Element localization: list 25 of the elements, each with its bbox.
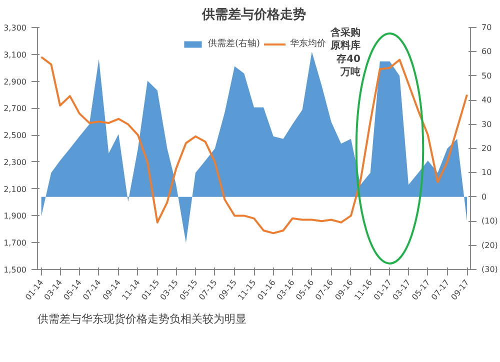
y-tick-label: 2,300: [4, 158, 27, 167]
y2-tick-label: 0: [482, 192, 487, 202]
y2-tick-label: 30: [482, 120, 492, 129]
y2-tick-label: 10: [482, 168, 492, 178]
y2-tick-label: (20): [482, 240, 498, 250]
y-tick-label: 1,700: [4, 238, 27, 248]
y-tick-label: 1,500: [4, 266, 27, 274]
y-tick-label: 2,900: [4, 77, 27, 86]
y2-tick-label: (30): [482, 265, 498, 274]
y-tick-label: 2,100: [4, 184, 27, 194]
y2-tick-label: 60: [482, 47, 492, 56]
legend-label: 华东均价: [290, 38, 326, 50]
y-tick-label: 3,300: [4, 24, 27, 32]
y-tick-label: 3,100: [4, 50, 27, 60]
y-tick-label: 1,900: [4, 212, 27, 221]
y2-tick-label: 20: [482, 144, 492, 153]
y2-tick-label: 50: [482, 71, 492, 80]
legend-label: 供需差(右轴): [208, 38, 260, 50]
y-tick-label: 2,700: [4, 104, 27, 114]
y2-tick-label: (10): [482, 216, 498, 226]
y-tick-label: 2,500: [4, 131, 27, 140]
text: 供需差与华东现货价格走势负相关较为明显: [38, 312, 246, 326]
y2-tick-label: 70: [482, 23, 492, 32]
y2-tick-label: 40: [482, 96, 492, 105]
chart-title: 供需差与价格走势: [201, 6, 306, 22]
